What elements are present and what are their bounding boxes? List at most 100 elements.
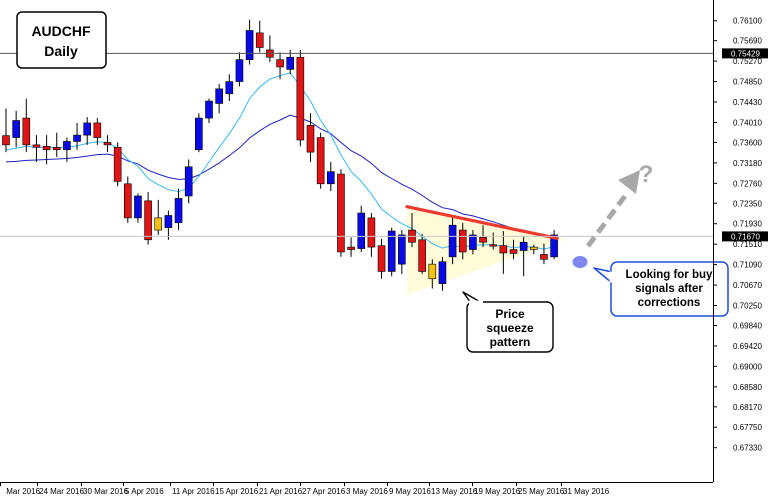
price-tick-label: 0.70250 [733,302,762,311]
time-tick-label: 30 Mar 2016 [83,487,128,496]
price-tick-label: 0.67750 [733,423,762,432]
candle-body [205,100,213,119]
pattern-callout-line2: squeeze [486,321,534,335]
signal-callout-box [610,261,729,317]
projection-arrow-shaft [585,190,631,248]
signal-callout-joint [609,271,614,283]
candle-body [337,173,345,253]
candle-body [12,120,20,138]
candle-body [113,146,122,182]
price-tick-label: 0.72760 [733,179,762,188]
title-box [16,11,107,69]
candle-body [184,166,193,197]
price-tick-label: 0.75690 [733,37,762,46]
price-tick-label: 0.69000 [733,362,762,371]
resistance-line [405,205,559,240]
price-tick-label: 0.73180 [733,159,762,168]
price-tick-label: 0.68170 [733,403,762,412]
time-tick-label: 25 May 2016 [518,487,565,496]
candle-body [93,122,102,138]
candle-body [2,135,10,146]
title-symbol: AUDCHF [31,23,91,39]
candle-body [286,56,295,70]
question-mark: ? [639,161,654,188]
time-tick-label: 9 May 2016 [389,487,431,496]
candle-body [103,142,112,146]
candle-body [42,146,51,151]
candle-body [306,125,315,153]
price-tick-label: 0.71510 [733,240,762,249]
candle-body [73,134,81,142]
candle-body [83,122,91,136]
candle-body [326,171,335,185]
candle-body [255,32,264,48]
candle-body [499,245,508,254]
candle-body [469,234,477,250]
candle-body [124,183,132,219]
time-tick-label: 15 Apr 2016 [215,487,259,496]
price-tick-label: 0.68580 [733,383,762,392]
candle-body [174,198,183,224]
projection-arrow-head [618,170,640,194]
candle-body [529,246,538,250]
pattern-callout-box [466,301,554,353]
price-tick-label: 0.74010 [733,118,762,127]
candle-body [448,224,457,258]
time-tick-label: 31 May 2016 [563,487,610,496]
candle-body [245,30,254,60]
price-tag-box [722,231,768,242]
price-tick-label: 0.70670 [733,281,762,290]
title-timeframe: Daily [44,43,78,59]
squeeze-wedge [406,206,565,295]
candle-body [418,239,426,272]
slow-moving-average-line [5,114,555,237]
candle-body [519,241,528,251]
candle-body [387,230,396,272]
signal-callout-line1: Looking for buy [626,269,713,281]
time-tick-label: 27 Apr 2016 [302,487,346,496]
signal-dot [572,256,588,268]
candle-body [377,245,386,272]
candle-body [22,117,31,146]
price-tick-label: 0.75270 [733,57,762,66]
time-tick-label: 24 Mar 2016 [39,487,84,496]
candle-body [276,59,284,68]
candle-body [458,229,467,253]
price-tick-label: 0.74850 [733,78,762,87]
candle-body [509,249,518,254]
candle-body [154,217,163,231]
candle-body [316,137,325,185]
candle-body [540,254,548,260]
time-tick-label: 21 Apr 2016 [259,487,303,496]
candle-body [32,144,41,148]
candle-body [235,59,244,82]
candle-body [367,217,376,248]
candle-body [489,244,498,247]
candle-body [134,195,142,219]
price-tick-label: 0.72350 [733,199,762,208]
signal-callout-line3: corrections [638,297,701,309]
price-tick-label: 0.74430 [733,98,762,107]
time-tick-label: 13 May 2016 [431,487,478,496]
pattern-callout-line1: Price [495,307,525,321]
candle-body [63,141,71,151]
candle-body [225,81,234,95]
candle-body [347,246,355,250]
signal-callout-pointer [593,267,613,284]
price-tick-label: 0.71930 [733,220,762,229]
candle-body [479,237,487,243]
time-tick-label: 19 May 2016 [474,487,521,496]
pattern-callout-joint [469,300,483,305]
price-tick-label: 0.67330 [733,444,762,453]
price-tag-box [722,48,768,59]
price-tag-label: 0.71670 [731,232,760,241]
pattern-callout-line3: pattern [490,335,531,349]
price-tag-label: 0.75429 [731,49,760,58]
price-tick-label: 0.73600 [733,138,762,147]
candle-body [215,88,223,104]
candle-body [52,146,61,151]
time-tick-label: 5 Apr 2016 [125,487,164,496]
price-tick-label: 0.69420 [733,342,762,351]
